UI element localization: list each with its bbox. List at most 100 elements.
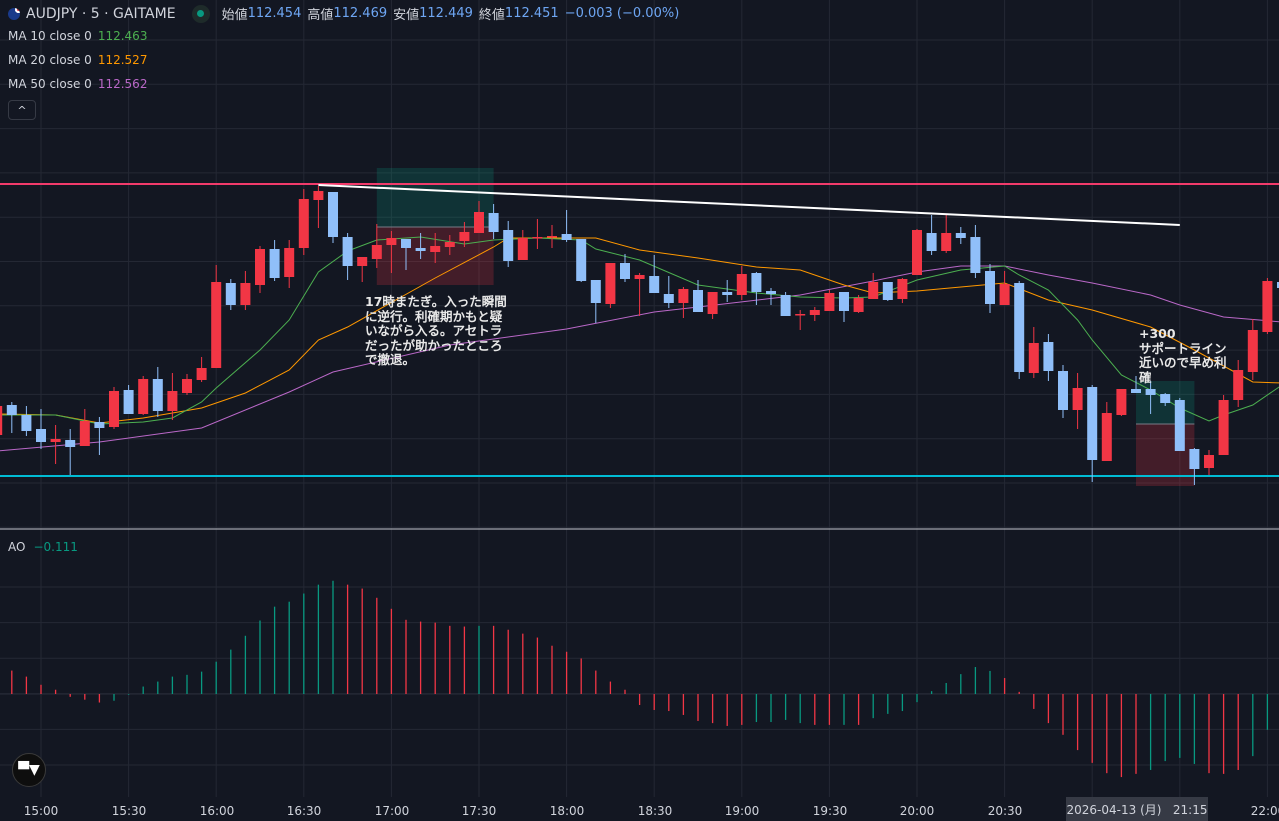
candle-body [415,248,426,251]
time-label: 17:00 [374,804,410,818]
candle-body [941,233,952,251]
annotation-note-1[interactable]: 17時またぎ。入った瞬間 に逆行。利確期かもと疑 いながら入る。アセトラ だった… [365,294,507,367]
candle-body [547,236,557,238]
candle-body [1174,400,1185,451]
candle-body [225,283,236,305]
candle-body [926,233,937,251]
candle-body [152,379,163,411]
candle-body [824,293,835,311]
change-value: −0.003 (−0.00%) [564,6,680,21]
high-label: 高値 [307,8,334,23]
candle-body [6,405,17,415]
candle-body [1277,282,1279,288]
candle-body [795,314,806,316]
symbol-legend: AUDJPY · 5 · GAITAME 始値 112.454 高値 112.469… [8,4,685,23]
candle-body [386,238,397,245]
time-label: 20:30 [987,804,1023,818]
candle-body [1145,389,1156,395]
candle-body [561,234,572,240]
candle-body [736,274,747,295]
candle-body [999,284,1010,305]
candle-body [839,292,849,311]
candle-body [123,390,134,414]
ma20-label: MA 20 close 0 [8,53,92,67]
symbol-title[interactable]: AUDJPY · 5 · GAITAME [26,5,176,22]
candle-body [517,238,528,260]
candle-body [912,230,922,275]
candle-body [459,232,470,241]
open-value: 112.454 [247,6,302,21]
ma20-line [0,237,1279,424]
candle-body [211,282,222,368]
candle-body [1116,389,1127,415]
ma10-value: 112.463 [97,29,148,43]
annotation-note-2[interactable]: +300 サポートライン 近いので早め利 確 [1139,326,1227,385]
candle-body [444,242,455,247]
ma20-value: 112.527 [97,53,148,67]
time-label: 22:00 [1250,804,1279,818]
candle-body [897,279,908,299]
low-label: 安値 [393,8,420,23]
candle-body [430,246,441,252]
open-label: 始値 [221,8,248,23]
time-label: 20:00 [899,804,935,818]
candle-body [707,292,718,314]
time-label: 15:30 [111,804,147,818]
candle-body [809,310,820,315]
candle-body [766,291,776,294]
aud-jpy-flag-icon [8,7,20,20]
candle-body [1043,342,1054,371]
candle-body [751,273,762,292]
collapse-legend-button[interactable]: ^ [8,100,36,120]
candle-body [269,249,280,278]
candle-body [663,294,674,303]
candle-body [65,440,76,447]
candle-body [693,290,703,312]
ma50-legend[interactable]: MA 50 close 0 112.562 [8,77,147,91]
candle-body [1247,330,1258,372]
candle-body [970,237,981,273]
ma50-value: 112.562 [97,77,148,91]
candle-body [313,191,324,200]
low-value: 112.449 [419,6,473,21]
market-status-icon[interactable] [191,4,210,23]
candle-body [634,275,645,279]
candle-body [649,276,660,293]
high-value: 112.469 [333,6,388,21]
candle-body [357,257,368,266]
candle-body [780,295,791,316]
time-label: 15:00 [23,804,59,818]
candle-body [401,239,411,248]
time-label: 19:30 [812,804,848,818]
time-label: 19:00 [724,804,760,818]
time-label: 16:00 [199,804,235,818]
ao-legend[interactable]: AO −0.111 [8,540,78,554]
candle-body [1072,388,1083,410]
tradingview-logo-icon[interactable]: ▀▼ [12,753,46,787]
candle-body [1233,370,1244,400]
candle-body [722,292,733,295]
candle-body [342,237,353,266]
candle-body [1189,449,1200,469]
chevron-up-icon: ^ [17,103,27,117]
candle-body [1262,281,1273,332]
candle-body [882,282,893,300]
ao-value: −0.111 [33,540,78,554]
ma20-legend[interactable]: MA 20 close 0 112.527 [8,53,147,67]
candle-body [620,263,630,279]
candle-body [255,249,265,285]
candle-body [1101,413,1112,461]
close-value: 112.451 [504,6,559,21]
candle-body [371,245,382,259]
candle-body [1160,394,1171,403]
candle-body [240,283,251,305]
ma10-label: MA 10 close 0 [8,29,92,43]
ma10-legend[interactable]: MA 10 close 0 112.463 [8,29,147,43]
ma10-line [0,236,1279,425]
candle-body [590,280,601,303]
close-label: 終値 [478,8,505,23]
candle-body [182,379,192,393]
candle-body [36,429,46,442]
candle-body [1028,343,1039,373]
